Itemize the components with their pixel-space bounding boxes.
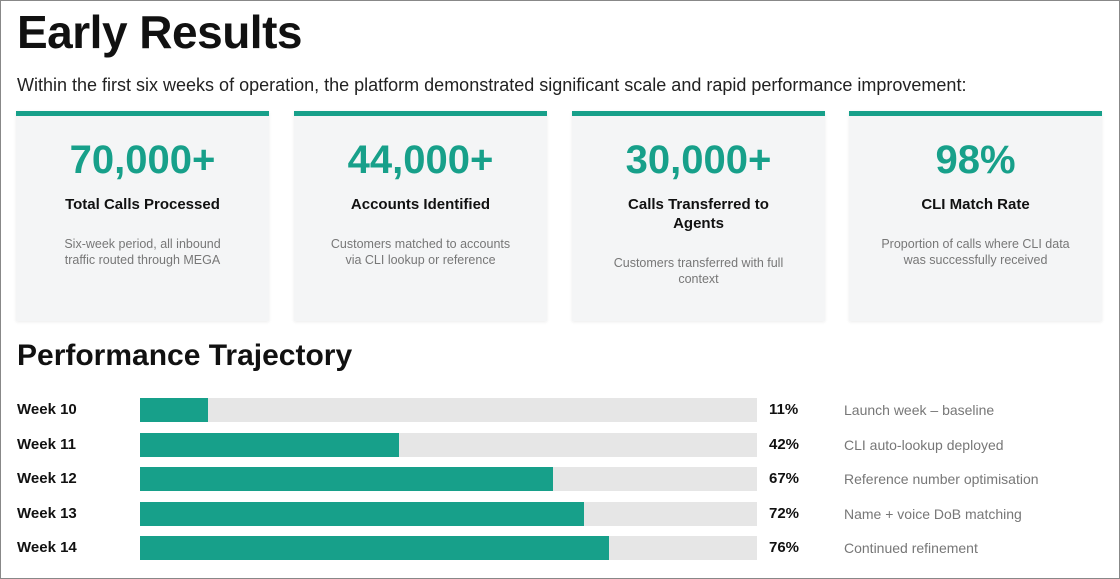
bar-track	[140, 536, 757, 560]
bar-track	[140, 467, 757, 491]
week-label: Week 11	[17, 436, 76, 453]
title: Early Results	[17, 6, 302, 58]
bar	[140, 433, 400, 457]
stat-card: 30,000+ Calls Transferred to Agents Custom…	[572, 111, 825, 321]
stat-description: Customers transferred with full context	[613, 256, 784, 286]
stat-label: Accounts Identified	[350, 196, 491, 213]
week-label: Week 10	[17, 401, 77, 418]
bar	[140, 536, 609, 560]
bar-track	[140, 398, 757, 422]
week-label: Week 12	[17, 470, 77, 487]
section-title: Performance Trajectory	[17, 339, 353, 372]
stat-card: 98% CLI Match Rate Proportion of calls whe…	[849, 111, 1102, 321]
note: CLI auto-lookup deployed	[844, 437, 1004, 453]
stat-label: Total Calls Processed	[65, 196, 220, 213]
stat-label: Calls Transferred to Agents	[628, 196, 769, 232]
stat-card: 70,000+ Total Calls Processed Six-week per…	[16, 111, 269, 321]
stat-card: 44,000+ Accounts Identified Customers matc…	[294, 111, 547, 321]
value-label: 76%	[769, 539, 800, 556]
stat-value: 98%	[935, 138, 1016, 182]
note: Continued refinement	[844, 540, 978, 556]
value-label: 67%	[769, 470, 800, 487]
stat-value: 30,000+	[625, 138, 772, 182]
bar-track	[140, 433, 757, 457]
week-label: Week 14	[17, 539, 77, 556]
bar	[140, 502, 585, 526]
stat-description: Six-week period, all inbound traffic rou…	[64, 237, 221, 267]
stat-description: Customers matched to accounts via CLI lo…	[330, 237, 511, 267]
bar-track	[140, 502, 757, 526]
intro: Within the first six weeks of operation,…	[17, 75, 967, 95]
value-label: 11%	[769, 401, 799, 418]
week-label: Week 13	[17, 505, 77, 522]
bar	[140, 398, 208, 422]
value-label: 72%	[769, 505, 800, 522]
stat-value: 44,000+	[347, 138, 494, 182]
note: Launch week – baseline	[844, 402, 995, 418]
bar	[140, 467, 554, 491]
stat-value: 70,000+	[69, 138, 216, 182]
note: Name + voice DoB matching	[844, 506, 1022, 522]
value-label: 42%	[769, 436, 800, 453]
stat-description: Proportion of calls where CLI data was s…	[881, 237, 1070, 267]
note: Reference number optimisation	[844, 471, 1039, 487]
stat-label: CLI Match Rate	[921, 196, 1030, 213]
